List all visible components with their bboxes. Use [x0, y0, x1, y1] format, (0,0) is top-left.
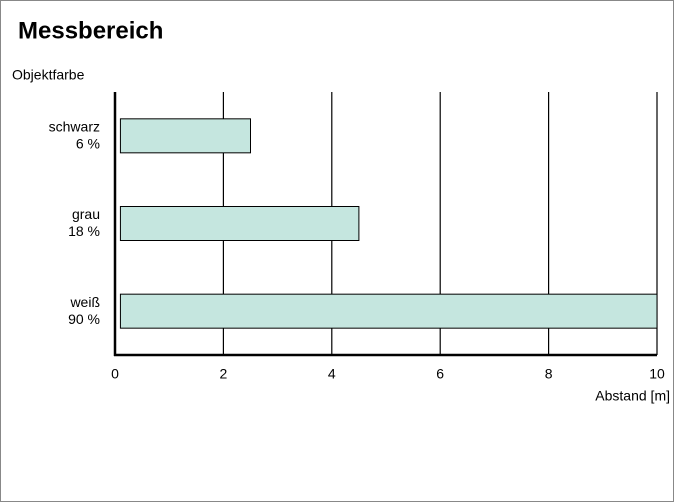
x-tick-label: 10: [649, 366, 665, 382]
x-tick-label: 0: [111, 366, 119, 382]
bar: [119, 118, 251, 154]
bar: [119, 206, 360, 241]
x-tick-label: 2: [220, 366, 228, 382]
y-tick-label: grau: [72, 206, 100, 222]
x-tick-label: 6: [436, 366, 444, 382]
y-tick-label: weiß: [69, 294, 100, 310]
y-tick-label: schwarz: [49, 119, 100, 135]
chart-title: Messbereich: [18, 17, 163, 44]
y-axis-label: Objektfarbe: [12, 67, 85, 83]
x-tick-label: 8: [545, 366, 553, 382]
x-axis-label: Abstand [m]: [595, 388, 670, 404]
y-tick-label: 18 %: [68, 223, 100, 239]
x-tick-label: 4: [328, 366, 336, 382]
y-tick-label: 6 %: [76, 136, 100, 152]
bar: [119, 293, 658, 329]
y-tick-label: 90 %: [68, 311, 100, 327]
